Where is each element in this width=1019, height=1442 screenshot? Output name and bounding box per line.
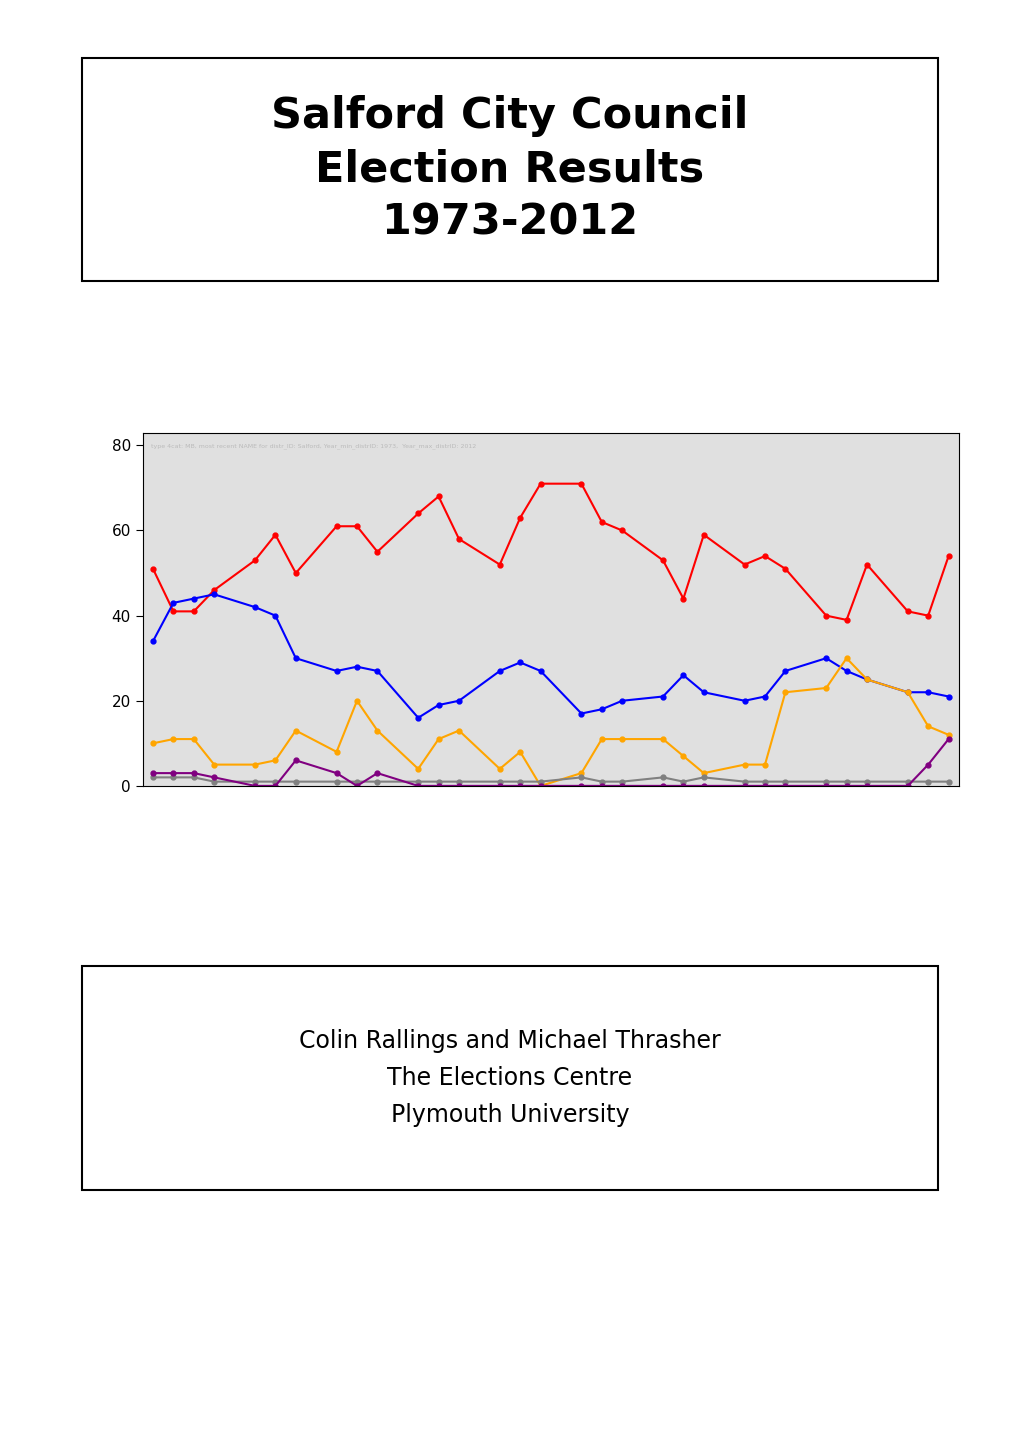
Text: Colin Rallings and Michael Thrasher
The Elections Centre
Plymouth University: Colin Rallings and Michael Thrasher The … — [299, 1028, 720, 1128]
Text: Salford City Council
Election Results
1973-2012: Salford City Council Election Results 19… — [271, 95, 748, 244]
Text: type 4cat: MB, most recent NAME for distr_ID: Salford, Year_min_distrID: 1973,  : type 4cat: MB, most recent NAME for dist… — [151, 443, 476, 448]
FancyBboxPatch shape — [82, 58, 937, 281]
FancyBboxPatch shape — [82, 966, 937, 1190]
